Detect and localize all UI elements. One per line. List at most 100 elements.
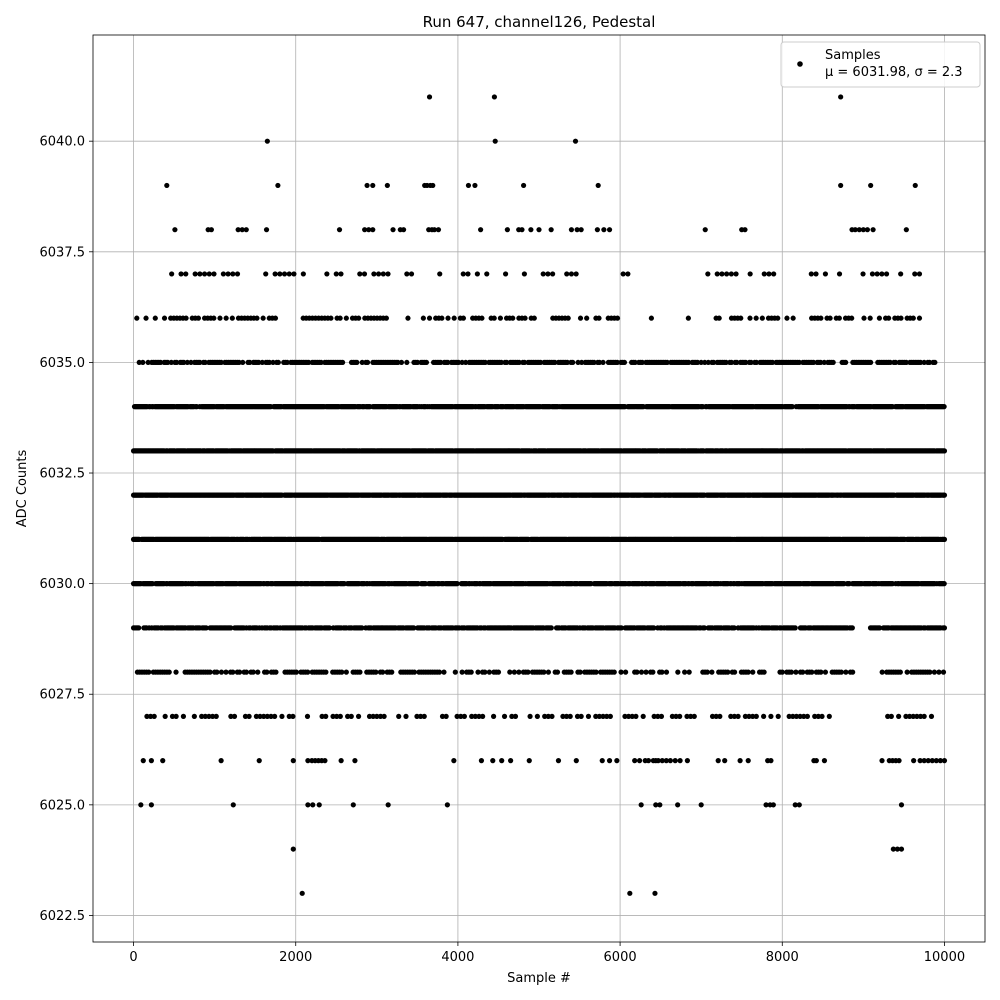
data-point: [596, 359, 603, 366]
data-point: [738, 315, 744, 321]
data-point: [759, 315, 765, 321]
data-point: [941, 448, 948, 454]
data-point: [932, 359, 938, 366]
data-point: [460, 271, 466, 277]
data-point: [606, 227, 613, 233]
data-point: [192, 271, 198, 277]
data-point: [451, 315, 457, 321]
data-point: [398, 359, 405, 366]
grid: [93, 35, 985, 942]
data-point: [357, 271, 363, 277]
data-point: [263, 227, 270, 233]
data-point: [577, 315, 584, 321]
data-point: [864, 227, 871, 233]
data-point: [570, 359, 576, 366]
data-point: [621, 359, 628, 366]
data-point: [734, 359, 740, 366]
data-point: [439, 315, 445, 321]
data-point: [337, 315, 343, 321]
data-point: [206, 271, 212, 277]
data-point: [575, 359, 581, 366]
data-point: [818, 315, 824, 321]
data-point: [504, 227, 510, 233]
data-point: [747, 315, 753, 321]
data-point: [152, 315, 158, 321]
data-point: [172, 227, 178, 233]
data-point: [384, 182, 390, 189]
data-point: [733, 271, 739, 277]
data-point: [459, 359, 465, 366]
data-point: [211, 315, 217, 321]
data-point: [275, 182, 281, 189]
data-point: [766, 271, 772, 277]
data-point: [168, 359, 174, 366]
data-point: [181, 359, 187, 366]
data-point: [941, 536, 948, 542]
data-point: [183, 271, 189, 277]
data-point: [256, 359, 262, 366]
data-point: [836, 315, 842, 321]
data-point: [852, 227, 858, 233]
data-point: [359, 359, 365, 366]
data-point: [921, 359, 927, 366]
data-point: [545, 271, 551, 277]
data-point: [579, 359, 585, 366]
data-point: [270, 359, 276, 366]
data-point: [941, 492, 948, 498]
data-point: [521, 359, 528, 366]
data-point: [380, 271, 386, 277]
data-point: [724, 271, 730, 277]
data-point: [898, 271, 904, 277]
data-point: [364, 182, 370, 189]
data-point: [264, 138, 270, 144]
data-point: [723, 359, 729, 366]
data-point: [504, 359, 510, 366]
data-point: [761, 271, 767, 277]
data-point: [565, 315, 571, 321]
data-point: [591, 359, 597, 366]
data-point: [371, 271, 377, 277]
data-point: [822, 271, 829, 277]
data-point: [874, 271, 880, 277]
data-point: [376, 271, 382, 277]
data-point: [201, 271, 208, 277]
data-point: [769, 359, 776, 366]
data-point: [136, 625, 142, 631]
data-point: [813, 271, 819, 277]
data-point: [240, 359, 246, 366]
data-point: [430, 182, 436, 189]
data-point: [856, 227, 862, 233]
data-point: [941, 404, 947, 410]
data-point: [223, 315, 229, 321]
data-point: [460, 315, 467, 321]
data-point: [239, 227, 245, 233]
data-point: [520, 182, 527, 189]
data-point: [540, 271, 546, 277]
data-point: [465, 182, 472, 189]
data-point: [510, 315, 516, 321]
data-point: [284, 359, 290, 366]
data-point: [648, 315, 654, 321]
data-point: [898, 315, 904, 321]
data-point: [869, 271, 876, 277]
data-point: [521, 271, 528, 277]
data-point: [266, 359, 273, 366]
data-point: [306, 359, 312, 366]
data-point: [548, 227, 554, 233]
data-point: [140, 359, 146, 366]
data-point: [491, 94, 497, 100]
data-point: [445, 359, 451, 366]
data-point: [870, 227, 876, 233]
data-point: [620, 271, 626, 277]
data-point: [236, 359, 242, 366]
data-point: [686, 359, 692, 366]
data-point: [860, 227, 866, 233]
data-point: [291, 271, 297, 277]
data-point: [702, 359, 708, 366]
data-point: [354, 359, 360, 366]
data-point: [639, 359, 645, 366]
data-point: [775, 315, 781, 321]
data-point: [625, 271, 631, 277]
data-point: [600, 359, 606, 366]
data-point: [463, 359, 469, 366]
